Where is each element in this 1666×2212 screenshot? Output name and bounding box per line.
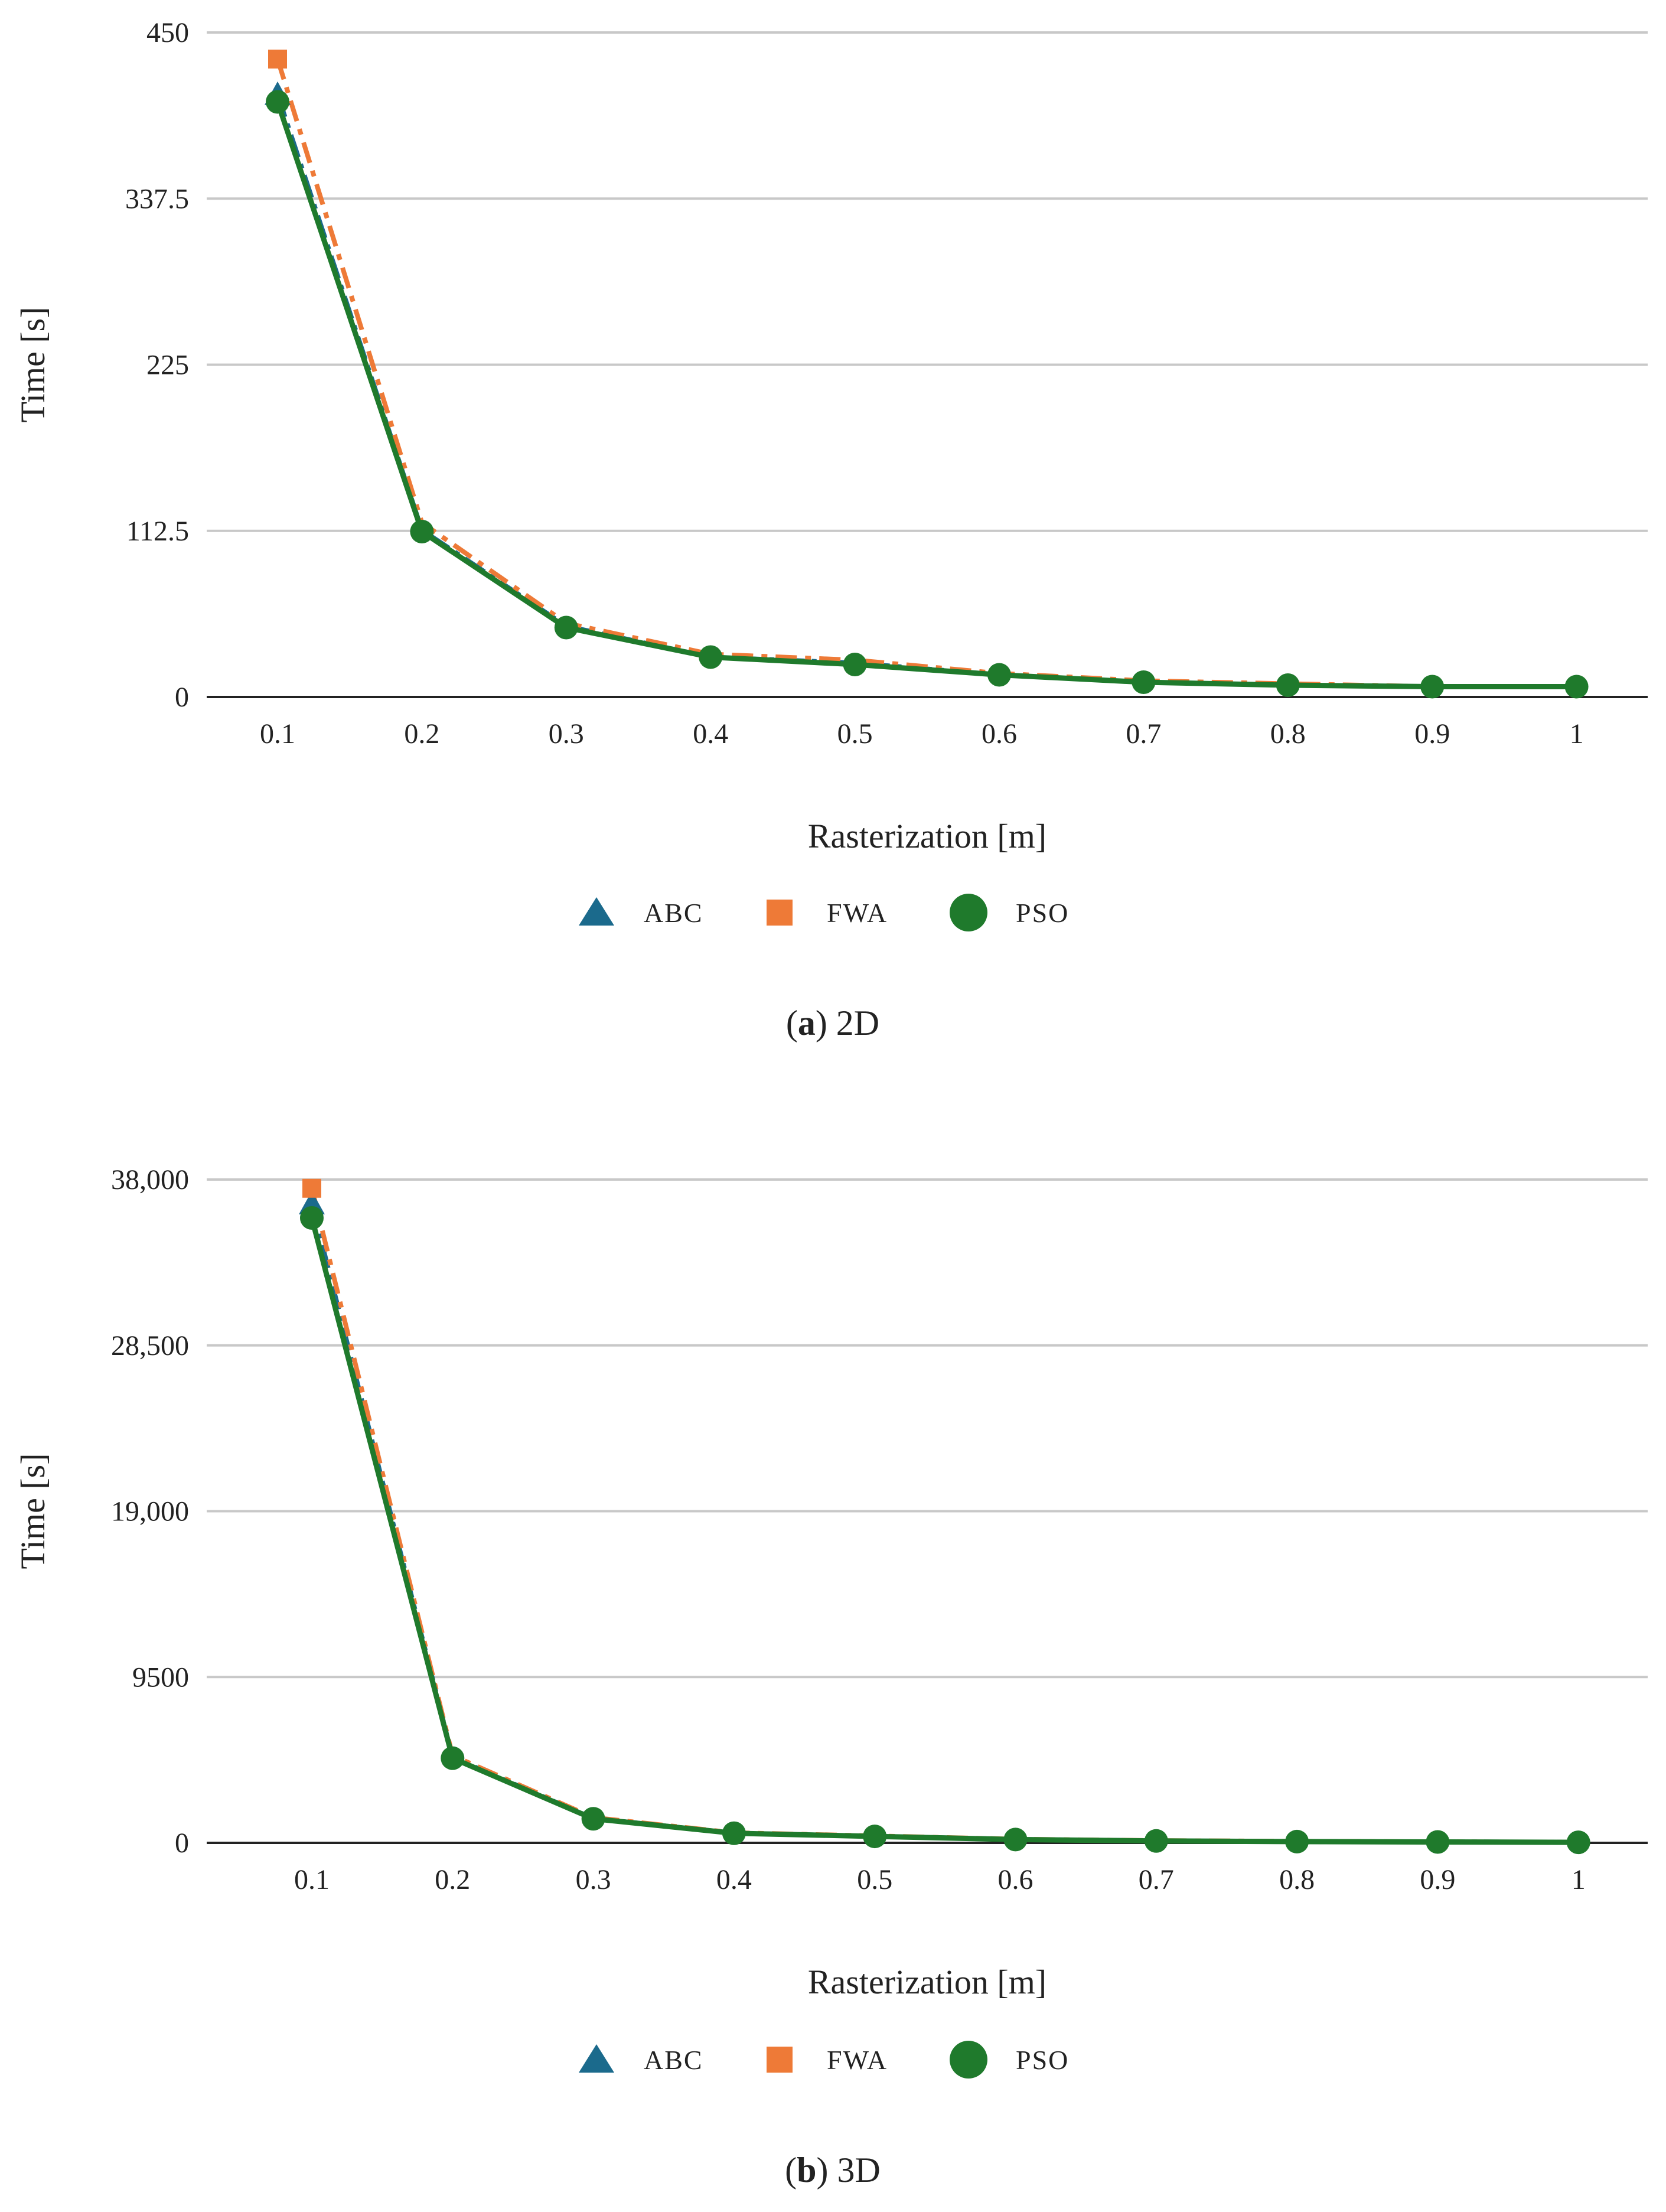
legend-label: ABC	[644, 898, 703, 928]
x-tick-label: 0.2	[435, 1864, 470, 1895]
x-axis-title: Rasterization [m]	[808, 1963, 1046, 2001]
panel-b-chart: 0 9500 19,000 28,500 38,000 0.1 0.2 0.3 0.4 0.5 0.…	[14, 1164, 1648, 2190]
data-point-pso	[1564, 675, 1589, 699]
data-point-pso	[410, 520, 434, 543]
x-tick-label: 0.9	[1414, 718, 1450, 750]
x-tick-label: 1	[1570, 718, 1584, 750]
x-tick-label: 0.8	[1279, 1864, 1315, 1895]
y-tick-label: 38,000	[111, 1164, 189, 1195]
panel-caption: (a) 2D	[786, 1004, 879, 1043]
data-point-pso	[699, 645, 723, 669]
x-tick-label: 0.8	[1270, 718, 1306, 750]
data-point-pso	[843, 653, 867, 676]
legend-marker-abc	[579, 897, 614, 926]
series-line-fwa	[275, 58, 1577, 689]
data-point-pso	[1566, 1830, 1590, 1855]
data-point-pso	[1276, 673, 1300, 697]
series-line-abc	[275, 93, 1577, 689]
x-tick-label: 0.1	[294, 1864, 330, 1895]
x-tick-label: 0.2	[404, 718, 439, 750]
legend-label: FWA	[827, 2045, 888, 2075]
y-tick-label: 28,500	[111, 1330, 189, 1361]
data-point-pso	[1420, 675, 1445, 699]
data-point-pso	[987, 663, 1011, 687]
data-point-pso	[1003, 1827, 1028, 1852]
data-point-pso	[441, 1746, 465, 1770]
x-tick-label: 0.4	[693, 718, 728, 750]
y-tick-label: 9500	[132, 1662, 189, 1693]
data-point-pso	[266, 90, 289, 114]
legend-marker-fwa	[767, 2047, 793, 2073]
y-tick-label: 0	[175, 1827, 189, 1859]
data-point-pso	[1426, 1830, 1450, 1854]
series-line-abc	[309, 1203, 1579, 1845]
data-point-pso	[300, 1206, 324, 1230]
x-tick-label: 0.7	[1139, 1864, 1174, 1895]
legend-label: PSO	[1016, 898, 1069, 928]
x-tick-label: 0.1	[260, 718, 295, 750]
data-point-pso	[863, 1825, 887, 1849]
x-tick-label: 0.6	[998, 1864, 1033, 1895]
legend-marker-pso	[950, 2041, 987, 2079]
legend-label: ABC	[644, 2045, 703, 2075]
x-tick-label: 0.6	[982, 718, 1017, 750]
data-point-fwa	[302, 1178, 321, 1198]
x-tick-label: 1	[1572, 1864, 1586, 1895]
x-tick-label: 0.4	[716, 1864, 752, 1895]
legend-marker-abc	[579, 2044, 614, 2073]
x-tick-label: 0.3	[576, 1864, 611, 1895]
data-point-pso	[1285, 1829, 1309, 1853]
panel-a-chart: 0 112.5 225 337.5 450 0.1 0.2 0.3 0.4 0.5 0.6 0.7 0.…	[14, 17, 1648, 1043]
y-tick-label: 450	[146, 17, 189, 48]
x-tick-label: 0.3	[549, 718, 584, 750]
legend-marker-fwa	[767, 900, 793, 926]
series-line-pso	[309, 1217, 1579, 1845]
y-tick-label: 225	[146, 350, 189, 381]
series-line-pso	[275, 101, 1577, 689]
x-axis-title: Rasterization [m]	[808, 817, 1046, 855]
data-point-pso	[554, 615, 578, 640]
y-tick-label: 337.5	[125, 183, 189, 214]
panel-caption: (b) 3D	[785, 2151, 881, 2190]
data-point-pso	[1144, 1829, 1168, 1853]
legend-label: PSO	[1016, 2045, 1069, 2075]
x-tick-label: 0.5	[837, 718, 873, 750]
y-axis-title: Time [s]	[14, 1453, 52, 1569]
y-tick-label: 112.5	[126, 516, 189, 547]
data-point-pso	[1132, 670, 1156, 694]
data-point-pso	[722, 1821, 746, 1845]
x-tick-label: 0.7	[1126, 718, 1161, 750]
legend-marker-pso	[950, 894, 987, 931]
y-tick-label: 19,000	[111, 1496, 189, 1527]
x-tick-label: 0.5	[857, 1864, 892, 1895]
y-axis-title: Time [s]	[14, 307, 52, 422]
y-tick-label: 0	[175, 682, 189, 713]
data-point-fwa	[268, 50, 287, 69]
x-tick-label: 0.9	[1420, 1864, 1455, 1895]
data-point-pso	[581, 1807, 605, 1831]
series-line-fwa	[309, 1187, 1579, 1845]
legend-label: FWA	[827, 898, 888, 928]
